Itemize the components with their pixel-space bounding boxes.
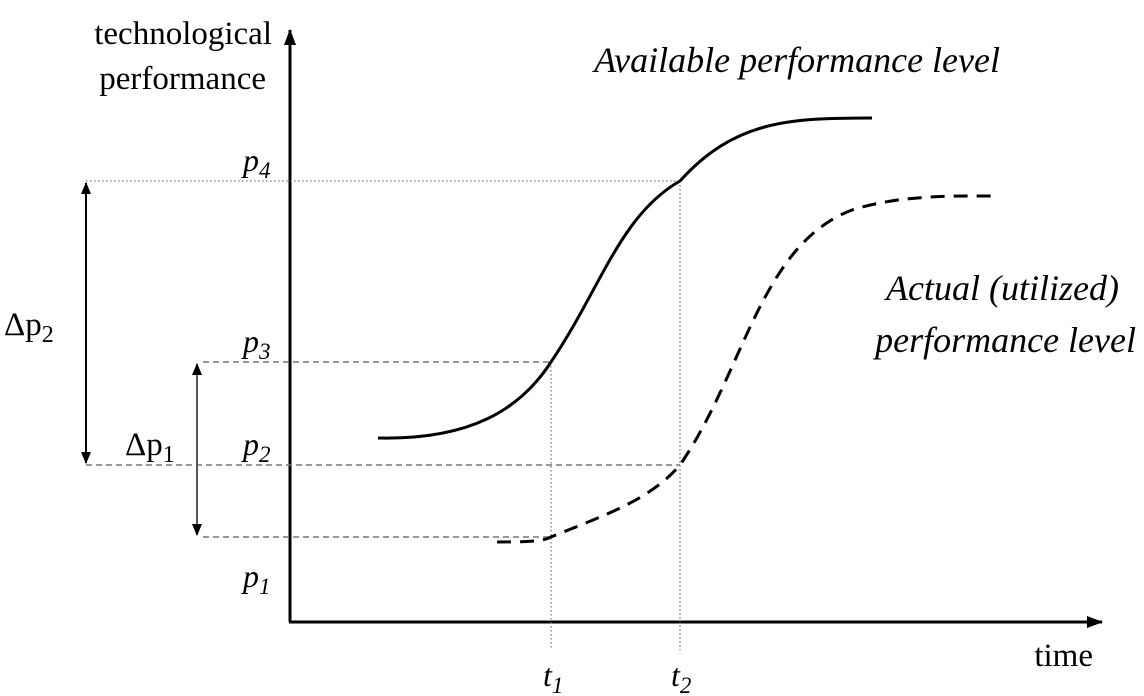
p1-label: p1 <box>241 558 271 599</box>
y-axis-label-line1: technological <box>94 16 272 52</box>
t1-label: t1 <box>543 657 563 696</box>
actual-performance-curve <box>496 194 996 544</box>
t2-label: t2 <box>671 657 691 696</box>
x-axis-label: time <box>1034 638 1093 674</box>
p4-label: p4 <box>241 142 271 183</box>
p3-label: p3 <box>241 323 271 364</box>
y-axis-label-line2: performance <box>99 61 266 97</box>
available-curve-label: Available performance level <box>592 40 1000 80</box>
available-performance-curve <box>377 116 873 440</box>
actual-curve-label-line2: performance level <box>872 320 1136 360</box>
p2-label: p2 <box>241 426 271 467</box>
actual-curve-label-line1: Actual (utilized) <box>884 268 1119 308</box>
delta-p1-label: Δp1 <box>125 427 175 468</box>
delta-p2-label: Δp2 <box>4 307 54 348</box>
